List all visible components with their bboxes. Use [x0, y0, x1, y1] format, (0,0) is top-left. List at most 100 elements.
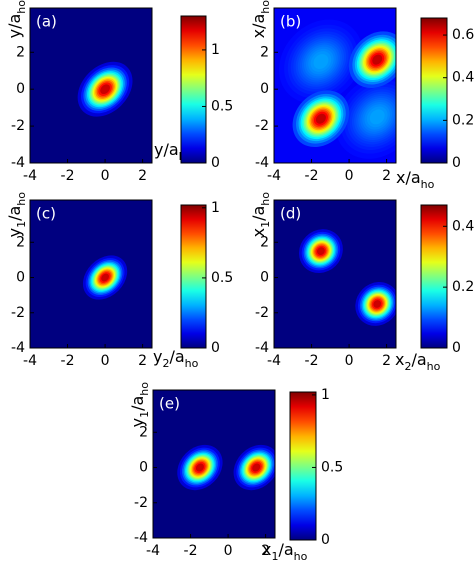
- y-axis-label: y1/aho: [128, 382, 151, 428]
- density-blob: [101, 273, 109, 282]
- label-part: 1: [15, 221, 28, 228]
- x-axis-label: x/aho: [396, 168, 435, 191]
- density-blob: [100, 84, 110, 95]
- label-part: /a: [278, 540, 293, 559]
- colorbar-tick-label: 0.2: [452, 279, 474, 295]
- y-tick-label: -4: [11, 155, 25, 171]
- x-tick-label: -2: [61, 168, 75, 184]
- colorbar-tick-label: 0.4: [452, 70, 474, 86]
- x-tick-label: 0: [101, 353, 110, 369]
- plot-frame: [152, 389, 276, 539]
- colorbar-tick-label: 0.6: [452, 27, 474, 43]
- label-part: x: [395, 350, 404, 369]
- label-part: ho: [421, 178, 435, 191]
- density-blob: [369, 109, 385, 125]
- y-tick-label: 2: [260, 234, 269, 250]
- colorbar: [420, 204, 448, 349]
- x-tick-label: -2: [305, 353, 319, 369]
- x-tick-label: -4: [146, 543, 160, 559]
- plot-frame: [273, 7, 397, 164]
- colorbar-tick-label: 0: [452, 155, 461, 171]
- label-part: ho: [259, 192, 272, 206]
- colorbar-tick-label: 0: [211, 155, 220, 171]
- colorbar-tick-label: 0: [452, 340, 461, 356]
- plot-area: [153, 390, 275, 538]
- y-tick-label: 0: [16, 270, 25, 286]
- density-blob: [195, 463, 204, 472]
- y-tick-label: 2: [260, 44, 269, 60]
- label-part: /a: [411, 350, 426, 369]
- y-tick-label: -2: [255, 305, 269, 321]
- plot-area: [30, 8, 152, 163]
- y-tick-label: 2: [16, 44, 25, 60]
- plot-frame: [273, 199, 397, 349]
- y-axis-label: y1/aho: [5, 192, 28, 238]
- density-blob: [373, 300, 382, 308]
- x-tick-label: 0: [345, 168, 354, 184]
- label-part: 1: [271, 550, 278, 563]
- y-tick-label: 0: [139, 460, 148, 476]
- plot-frame: [29, 7, 153, 164]
- label-part: x: [262, 540, 271, 559]
- label-part: ho: [294, 550, 308, 563]
- panel-label: (e): [159, 395, 180, 413]
- colorbar-tick-label: 0.5: [321, 459, 343, 475]
- panel-label: (c): [36, 205, 56, 223]
- density-blob: [372, 54, 383, 65]
- y-tick-label: -2: [255, 118, 269, 134]
- label-part: ho: [138, 382, 151, 396]
- x-tick-label: -2: [305, 168, 319, 184]
- label-part: /a: [5, 206, 24, 221]
- plot-area: [274, 200, 396, 348]
- y-tick-label: 2: [16, 234, 25, 250]
- label-part: y/a: [5, 14, 24, 39]
- label-part: ho: [259, 0, 272, 14]
- colorbar-tick-label: 0: [211, 340, 220, 356]
- label-part: /a: [169, 347, 184, 366]
- label-part: x: [249, 228, 268, 237]
- label-part: ho: [15, 0, 28, 14]
- y-tick-label: -2: [11, 118, 25, 134]
- label-part: /a: [249, 206, 268, 221]
- label-part: y: [153, 347, 162, 366]
- y-tick-label: 0: [260, 81, 269, 97]
- y-tick-label: -4: [255, 340, 269, 356]
- label-part: y: [128, 418, 147, 427]
- x-tick-label: 0: [101, 168, 110, 184]
- y-tick-label: -2: [134, 495, 148, 511]
- label-part: 1: [138, 411, 151, 418]
- colorbar: [289, 391, 317, 541]
- colorbar-tick-label: 1: [321, 387, 330, 403]
- y-axis-label: x1/aho: [249, 192, 272, 238]
- x-axis-label: x1/aho: [262, 540, 308, 563]
- label-part: ho: [427, 360, 441, 373]
- x-axis-label: x2/aho: [395, 350, 441, 373]
- x-tick-label: 2: [261, 543, 270, 559]
- y-tick-label: -4: [255, 155, 269, 171]
- y-tick-label: -2: [11, 305, 25, 321]
- label-part: y: [5, 228, 24, 237]
- label-part: ho: [185, 357, 199, 370]
- colorbar-tick-label: 0.5: [211, 270, 233, 286]
- y-tick-label: 0: [16, 81, 25, 97]
- x-axis-label: y2/aho: [153, 347, 199, 370]
- y-tick-label: 0: [260, 270, 269, 286]
- colorbar-tick-label: 0: [321, 532, 330, 548]
- plot-area: [30, 200, 152, 348]
- colorbar-tick-label: 1: [211, 200, 220, 216]
- label-part: 2: [162, 357, 169, 370]
- x-tick-label: 2: [138, 353, 147, 369]
- colorbar: [180, 204, 207, 349]
- y-tick-label: 2: [139, 424, 148, 440]
- density-blob: [317, 247, 325, 255]
- density-blob: [313, 54, 329, 69]
- colorbar-tick-label: 1: [211, 42, 220, 58]
- x-tick-label: -2: [61, 353, 75, 369]
- x-tick-label: 0: [345, 353, 354, 369]
- x-tick-label: 2: [382, 353, 391, 369]
- x-tick-label: -4: [267, 168, 281, 184]
- y-axis-label: y/aho: [5, 0, 28, 38]
- label-part: y/a: [154, 140, 179, 159]
